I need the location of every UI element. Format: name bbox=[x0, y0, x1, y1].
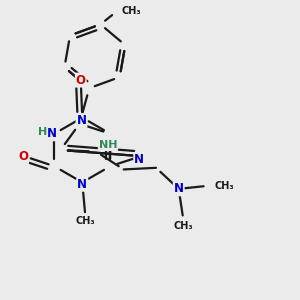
Text: O: O bbox=[18, 150, 28, 163]
Text: N: N bbox=[77, 178, 87, 191]
Text: CH₃: CH₃ bbox=[76, 216, 95, 226]
Text: N: N bbox=[47, 127, 57, 140]
Text: H: H bbox=[38, 127, 47, 137]
Text: CH₃: CH₃ bbox=[122, 6, 142, 16]
Text: CH₃: CH₃ bbox=[174, 221, 194, 231]
Text: N: N bbox=[174, 182, 184, 195]
Text: CH₃: CH₃ bbox=[215, 181, 234, 190]
Text: O: O bbox=[76, 74, 86, 86]
Text: N: N bbox=[134, 153, 144, 166]
Text: N: N bbox=[76, 114, 86, 127]
Text: NH: NH bbox=[99, 140, 117, 150]
